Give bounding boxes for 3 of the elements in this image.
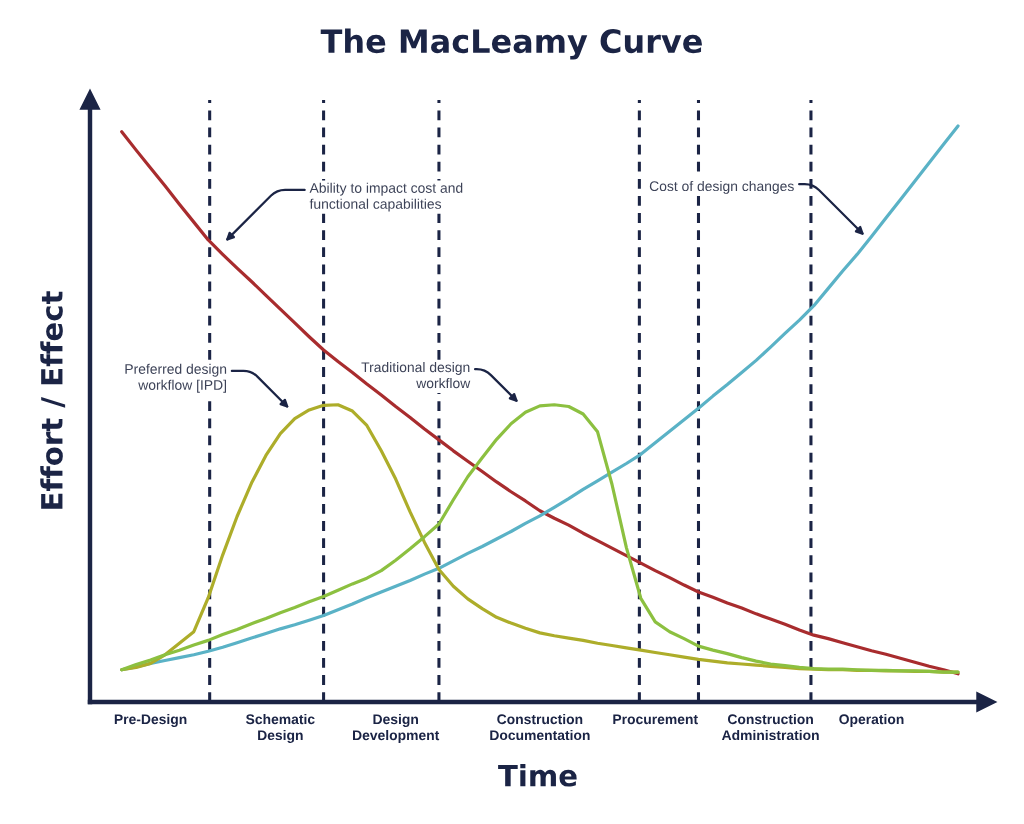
y-axis-title: Effort / Effect — [40, 291, 66, 509]
x-axis-title: Time — [498, 764, 577, 787]
chart-title: The MacLeamy Curve — [320, 28, 702, 60]
